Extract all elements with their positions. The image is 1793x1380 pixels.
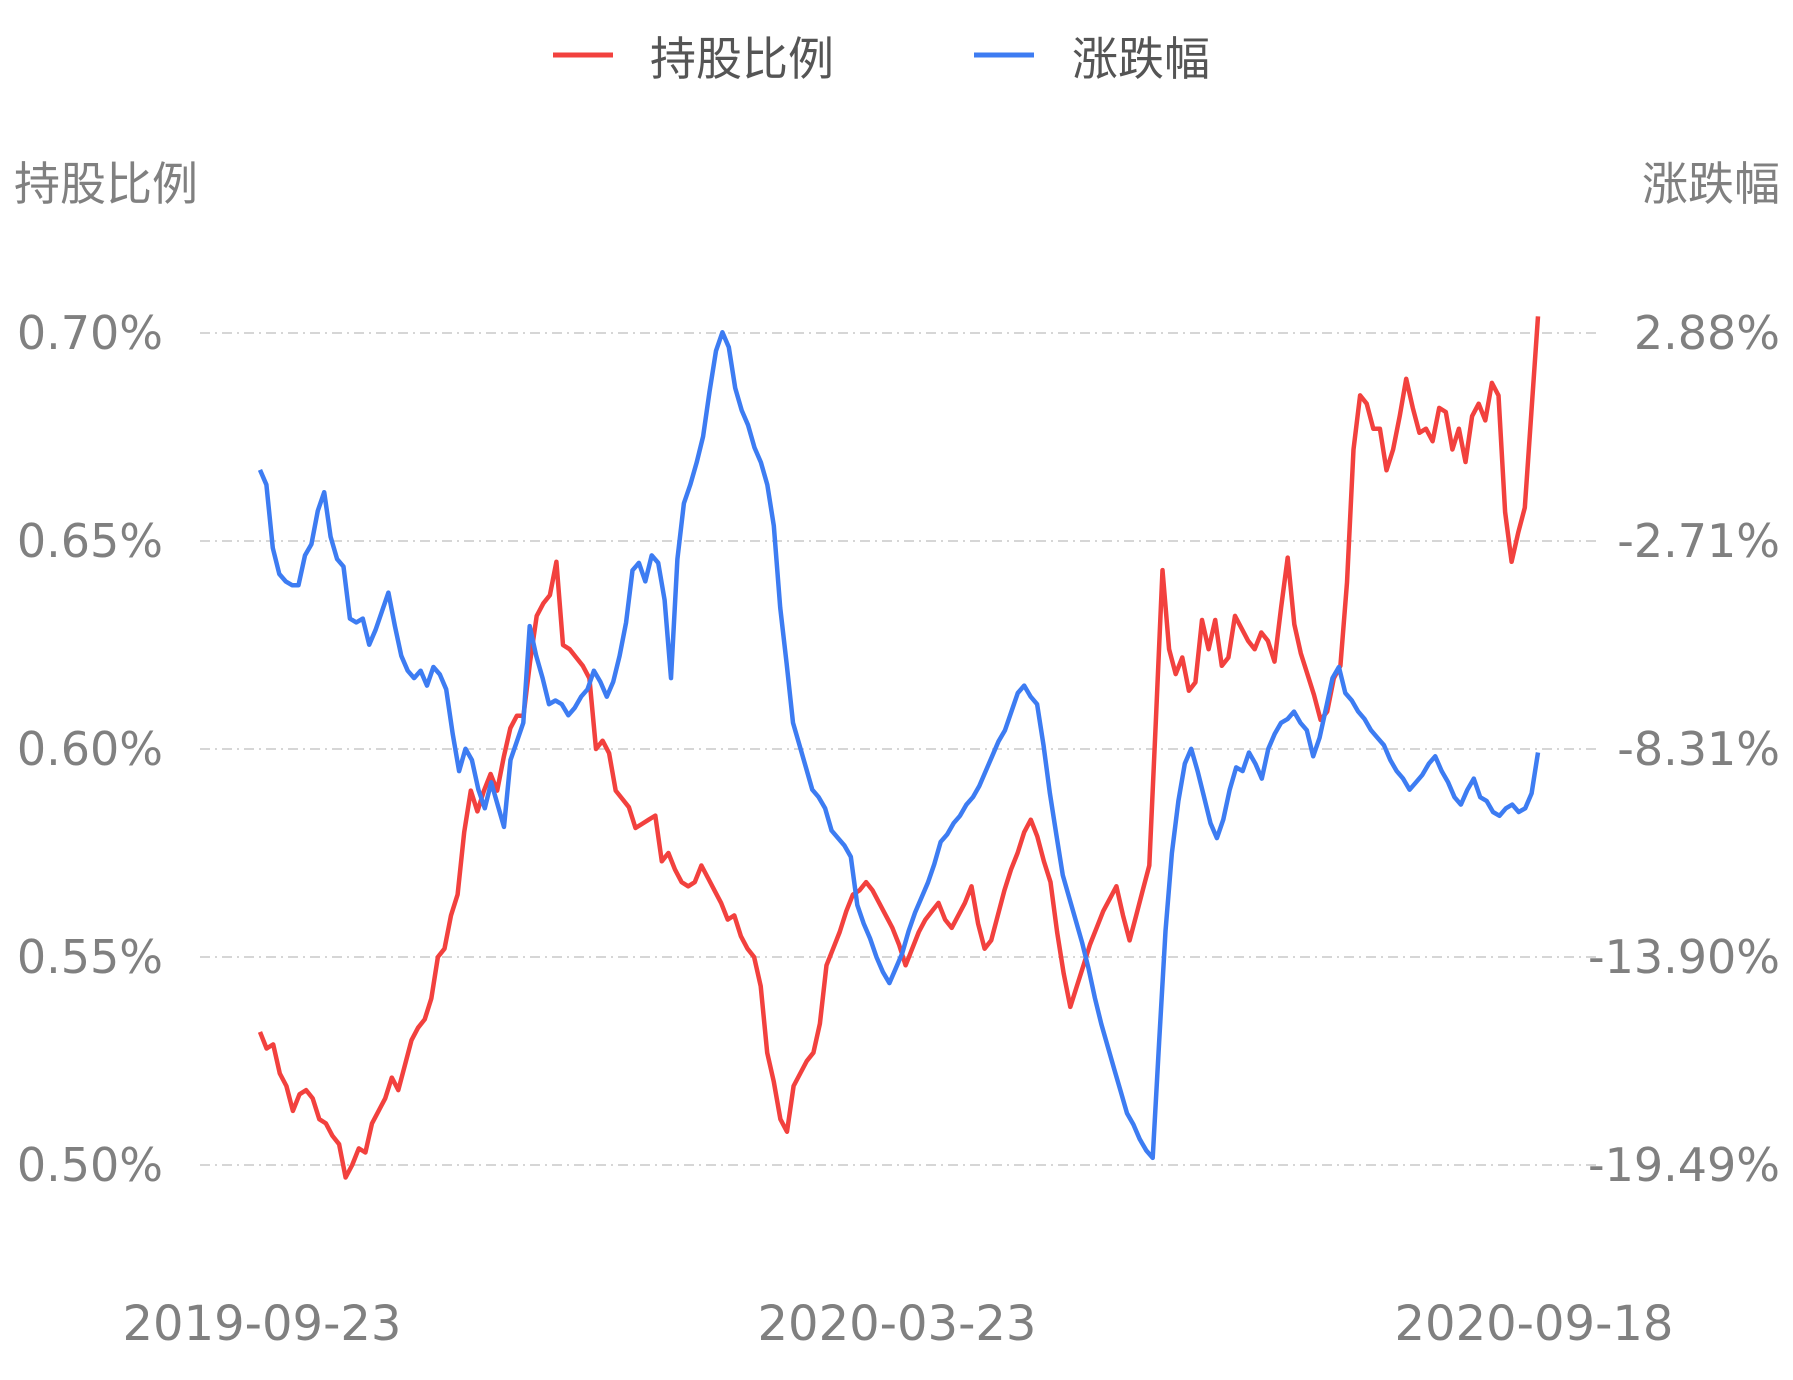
y-right-tick: -19.49%: [1588, 1138, 1780, 1192]
legend: 持股比例 涨跌幅: [553, 32, 1210, 86]
y-right-tick: 2.88%: [1634, 306, 1780, 360]
y-left-tick: 0.70%: [17, 306, 163, 360]
y-right-tick: -2.71%: [1617, 514, 1780, 568]
y-left-tick: 0.50%: [17, 1138, 163, 1192]
y-right-ticks: -19.49% -13.90% -8.31% -2.71% 2.88%: [1588, 306, 1780, 1192]
y-left-ticks: 0.50% 0.55% 0.60% 0.65% 0.70%: [17, 306, 163, 1192]
x-tick: 2020-09-18: [1395, 1296, 1674, 1352]
grid: [200, 332, 1600, 1166]
x-tick: 2019-09-23: [123, 1296, 402, 1352]
y-left-tick: 0.65%: [17, 514, 163, 568]
series-line-change: [257, 330, 1541, 1161]
y-left-axis-title: 持股比例: [14, 157, 198, 211]
y-right-tick: -8.31%: [1617, 722, 1780, 776]
y-left-tick: 0.55%: [17, 930, 163, 984]
y-right-axis-title: 涨跌幅: [1642, 157, 1780, 211]
series-lines: [257, 316, 1541, 1180]
y-right-tick: -13.90%: [1588, 930, 1780, 984]
y-left-tick: 0.60%: [17, 722, 163, 776]
x-tick: 2020-03-23: [758, 1296, 1037, 1352]
legend-label-share-ratio: 持股比例: [650, 32, 834, 86]
legend-label-change: 涨跌幅: [1072, 32, 1210, 86]
x-ticks: 2019-09-23 2020-03-23 2020-09-18: [123, 1296, 1674, 1352]
series-line-share-ratio: [257, 316, 1541, 1180]
